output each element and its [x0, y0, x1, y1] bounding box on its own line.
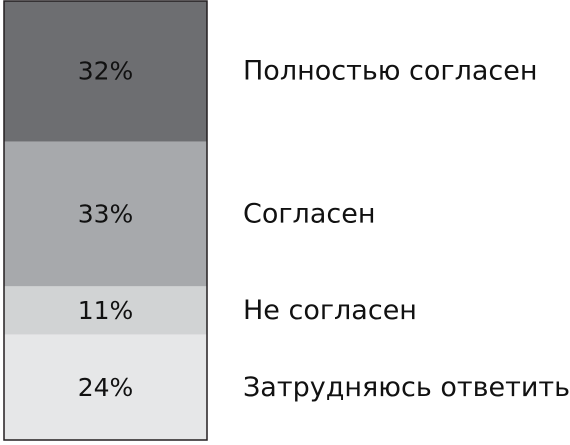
category-label-3: Не согласен: [243, 295, 417, 326]
category-labels: Полностью согласен Согласен Не согласен Зат…: [243, 56, 570, 403]
bar-segment-3: [4, 286, 207, 335]
bar-segment-4: [4, 334, 207, 440]
category-label-4: Затрудняюсь ответить: [243, 372, 570, 403]
bar-segment-2: [4, 141, 207, 287]
bar-segment-1: [4, 1, 207, 142]
value-labels: 32% 33% 11% 24%: [78, 57, 134, 402]
value-label-2: 33%: [78, 199, 134, 228]
bar-segments: [4, 1, 207, 440]
value-label-3: 11%: [78, 296, 134, 325]
category-label-2: Согласен: [243, 198, 375, 229]
category-label-1: Полностью согласен: [243, 56, 538, 87]
value-label-1: 32%: [78, 57, 134, 86]
value-label-4: 24%: [78, 373, 134, 402]
bar-outline: [3, 0, 208, 441]
